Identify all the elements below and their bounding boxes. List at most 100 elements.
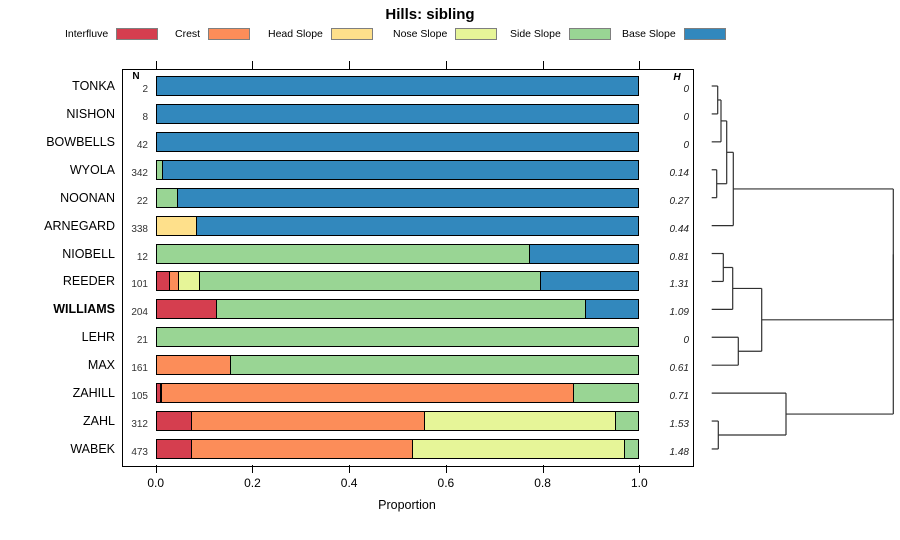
n-value-zahill: 105 [131, 391, 148, 403]
x-axis-tick-top [542, 61, 544, 69]
n-value-wabek: 473 [131, 446, 148, 458]
row-label-niobell: NIOBELL [62, 246, 115, 261]
x-axis-tick-top [639, 61, 641, 69]
bar-segment-arnegard-base_slope [195, 215, 640, 236]
bar-segment-noonan-side_slope [155, 187, 178, 208]
x-axis-tick-bottom [445, 465, 447, 473]
n-column-header: N [132, 71, 140, 82]
x-axis-tick-bottom [155, 465, 157, 473]
h-value-nishon: 0 [683, 111, 689, 123]
row-label-bowbells: BOWBELLS [46, 134, 115, 149]
bar-segment-niobell-side_slope [155, 243, 531, 264]
legend-item-crest: Crest [175, 27, 251, 41]
h-value-arnegard: 0.44 [669, 223, 689, 235]
row-label-arnegard: ARNEGARD [44, 218, 115, 233]
legend-label: Interfluve [65, 28, 109, 40]
bar-segment-reeder-side_slope [198, 271, 541, 292]
bar-segment-zahl-crest [191, 411, 425, 432]
legend-label: Side Slope [510, 28, 561, 40]
x-axis-tick-label: 0.2 [244, 476, 261, 490]
bar-segment-arnegard-head_slope [155, 215, 197, 236]
x-axis-label: Proportion [378, 498, 436, 512]
bar-segment-zahill-crest [160, 383, 574, 404]
n-value-tonka: 2 [142, 84, 148, 95]
bar-segment-lehr-side_slope [155, 327, 640, 348]
legend-label: Nose Slope [393, 28, 448, 40]
x-axis-tick-top [252, 61, 254, 69]
legend-label: Base Slope [622, 28, 676, 40]
n-value-wyola: 342 [131, 167, 148, 179]
legend-swatch-head_slope [330, 28, 373, 40]
bar-segment-zahl-side_slope [615, 411, 640, 432]
bar-segment-zahl-nose_slope [423, 411, 617, 432]
legend-item-head_slope: Head Slope [268, 27, 373, 41]
bar-segment-wyola-base_slope [162, 159, 640, 180]
x-axis-tick-top [349, 61, 351, 69]
bar-segment-wabek-nose_slope [412, 438, 625, 459]
x-axis-tick-label: 0.4 [340, 476, 358, 490]
x-axis-tick-top [155, 61, 157, 69]
legend-item-side_slope: Side Slope [510, 27, 611, 41]
row-label-reeder: REEDER [62, 274, 115, 289]
legend-swatch-nose_slope [455, 28, 498, 40]
legend-swatch-crest [208, 28, 251, 40]
bar-segment-noonan-base_slope [176, 187, 640, 208]
bar-segment-reeder-interfluve [155, 271, 171, 292]
row-label-zahl: ZAHL [83, 414, 115, 429]
plot-area [122, 69, 694, 467]
bar-segment-wabek-side_slope [623, 438, 640, 459]
n-value-niobell: 12 [136, 251, 148, 263]
row-label-max: MAX [87, 358, 115, 373]
x-axis-tick-label: 1.0 [630, 476, 648, 490]
x-axis-tick-bottom [349, 465, 351, 473]
h-value-lehr: 0 [683, 335, 689, 347]
h-value-reeder: 1.31 [669, 279, 689, 291]
h-value-zahl: 1.53 [669, 419, 689, 431]
legend-swatch-side_slope [568, 28, 611, 40]
row-label-wabek: WABEK [70, 441, 115, 456]
bar-segment-tonka-base_slope [155, 76, 640, 96]
n-value-williams: 204 [131, 307, 148, 319]
n-value-nishon: 8 [142, 111, 148, 123]
x-axis-tick-label: 0.8 [534, 476, 551, 490]
bar-segment-reeder-base_slope [539, 271, 640, 292]
h-value-max: 0.61 [669, 363, 689, 375]
bar-segment-nishon-base_slope [155, 103, 640, 124]
bar-segment-max-crest [155, 355, 231, 376]
h-value-wabek: 1.48 [669, 446, 689, 458]
n-value-reeder: 101 [131, 279, 148, 291]
x-axis-tick-bottom [542, 465, 544, 473]
bar-segment-wabek-crest [191, 438, 414, 459]
legend-swatch-base_slope [683, 28, 726, 40]
row-label-noonan: NOONAN [60, 190, 115, 205]
row-label-lehr: LEHR [81, 330, 115, 345]
n-value-lehr: 21 [136, 335, 148, 347]
n-value-arnegard: 338 [131, 223, 148, 235]
row-label-nishon: NISHON [66, 106, 115, 121]
x-axis-tick-top [445, 61, 447, 69]
legend-label: Crest [175, 28, 201, 40]
legend-swatch-interfluve [116, 28, 159, 40]
x-axis-tick-bottom [639, 465, 641, 473]
h-value-niobell: 0.81 [669, 251, 689, 263]
bar-segment-williams-base_slope [585, 299, 640, 320]
bar-segment-williams-interfluve [155, 299, 218, 320]
bar-segment-zahill-side_slope [573, 383, 640, 404]
bar-segment-bowbells-base_slope [155, 131, 640, 152]
row-label-wyola: WYOLA [69, 162, 115, 177]
bar-segment-niobell-base_slope [529, 243, 640, 264]
bar-segment-reeder-nose_slope [177, 271, 200, 292]
row-label-zahill: ZAHILL [72, 386, 115, 401]
h-value-noonan: 0.27 [669, 195, 689, 207]
x-axis-tick-label: 0.0 [147, 476, 165, 490]
h-value-wyola: 0.14 [669, 167, 689, 179]
legend-item-nose_slope: Nose Slope [393, 27, 498, 41]
row-label-tonka: TONKA [72, 79, 115, 93]
x-axis-tick-bottom [252, 465, 254, 473]
x-axis-tick-label: 0.6 [437, 476, 455, 490]
bar-segment-max-side_slope [229, 355, 640, 376]
chart-title: Hills: sibling [385, 6, 475, 23]
h-value-williams: 1.09 [669, 307, 689, 319]
legend-label: Head Slope [268, 28, 323, 40]
